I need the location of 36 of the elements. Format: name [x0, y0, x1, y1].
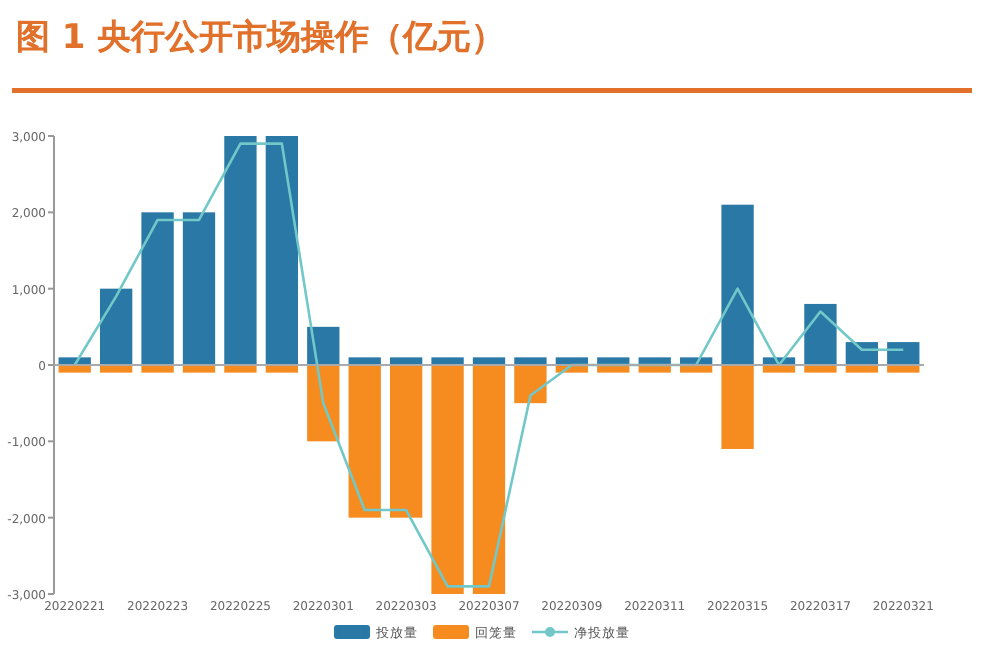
bar [679, 365, 713, 373]
bar [845, 365, 879, 373]
line-series [73, 142, 905, 588]
bar [431, 365, 464, 594]
bar [762, 365, 796, 373]
bar [99, 288, 133, 365]
bar [182, 365, 216, 373]
chart-title: 图 1 央行公开市场操作（亿元） [16, 18, 506, 58]
bar [638, 365, 671, 373]
bar [555, 357, 589, 365]
bar [597, 365, 630, 373]
bar [721, 365, 754, 449]
bar [348, 357, 381, 365]
bar [141, 212, 174, 365]
bar [58, 365, 91, 373]
bar [804, 303, 837, 365]
bar [472, 365, 506, 594]
bar [265, 136, 299, 365]
bar [431, 357, 464, 365]
bar [472, 357, 506, 365]
bar [721, 204, 754, 365]
bar [141, 365, 174, 373]
bar [224, 136, 257, 365]
bar [348, 365, 381, 518]
bar [887, 365, 920, 373]
bar [638, 357, 671, 365]
bar [182, 212, 216, 365]
bar [389, 365, 423, 518]
bar [514, 365, 547, 404]
bar [597, 357, 630, 365]
bar [389, 357, 423, 365]
bar [804, 365, 837, 373]
bar [224, 365, 257, 373]
bar [265, 365, 299, 373]
bar [514, 357, 547, 365]
bar [99, 365, 133, 373]
